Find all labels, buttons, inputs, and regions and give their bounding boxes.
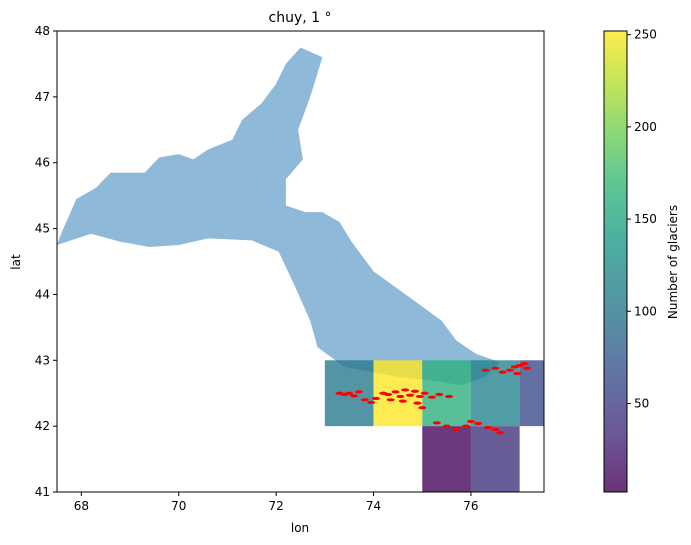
x-axis-label: lon [291,521,309,535]
glacier-point [354,390,363,394]
glacier-point [498,370,507,374]
glacier-point [435,392,444,397]
glacier-point [505,368,514,372]
glacier-point [413,401,422,405]
glacier-point [474,421,483,426]
x-tick-label: 76 [463,499,478,513]
glacier-point [391,390,400,394]
y-tick-label: 47 [35,90,50,104]
y-tick-label: 42 [35,419,50,433]
x-tick-label: 74 [366,499,381,513]
glacier-point [491,366,500,370]
glacier-point [491,427,500,432]
glacier-point [496,431,505,435]
colorbar-tick-label: 250 [634,28,657,42]
glacier-point [367,400,376,405]
glacier-point [427,395,436,399]
glacier-points [335,361,531,435]
glacier-point [386,398,395,402]
colorbar-tick-label: 100 [634,304,657,318]
colorbar-gradient [603,30,628,493]
glacier-point [515,363,524,368]
glacier-point [442,424,451,428]
glacier-point [350,394,359,398]
glacier-point [452,427,461,432]
y-tick-label: 44 [35,287,50,301]
x-tick-label: 72 [269,499,284,513]
y-axis: 41 42 43 44 45 46 47 48 [35,24,57,499]
y-tick-label: 43 [35,353,50,367]
y-tick-label: 46 [35,156,50,170]
glacier-point [398,399,407,403]
basin-outline [57,47,501,386]
plot-frame [56,30,545,493]
glacier-point [384,392,393,397]
plot-area [57,47,544,492]
glacier-point [371,396,380,401]
colorbar-tick-label: 200 [634,120,657,134]
glacier-point [481,368,490,372]
x-tick-label: 70 [171,499,186,513]
glacier-point [462,424,471,428]
glacier-point [445,394,454,399]
glacier-point [432,421,441,425]
glacier-point [513,371,522,376]
glacier-point [345,391,354,395]
grid-cell [422,426,471,492]
colorbar-label: Number of glaciers [666,205,680,319]
glacier-point [483,425,492,430]
glacier-point [520,361,529,366]
glacier-point [401,388,410,392]
y-tick-label: 48 [35,24,50,38]
glacier-point [420,391,429,395]
glacier-point [410,389,419,393]
y-tick-label: 41 [35,485,50,499]
x-tick-label: 68 [74,499,89,513]
y-axis-label: lat [9,254,23,270]
glacier-point [466,419,475,424]
chart-title: chuy, 1 ° [269,10,332,26]
colorbar: 50 100 150 200 250 Number of glaciers [603,28,680,493]
colorbar-ticks: 50 100 150 200 250 [627,28,657,410]
grid-cell [519,360,544,427]
glacier-point [522,366,531,370]
x-axis: 68 70 72 74 76 [74,492,479,513]
glacier-point [406,393,415,397]
glacier-point [415,394,424,399]
grid-cell [422,360,471,427]
glacier-point [418,406,427,410]
colorbar-tick-label: 150 [634,212,657,226]
glacier-point [396,394,405,399]
glacier-point [360,398,369,402]
grid-cell [470,426,520,492]
colorbar-tick-label: 50 [634,396,649,410]
y-tick-label: 45 [35,222,50,236]
